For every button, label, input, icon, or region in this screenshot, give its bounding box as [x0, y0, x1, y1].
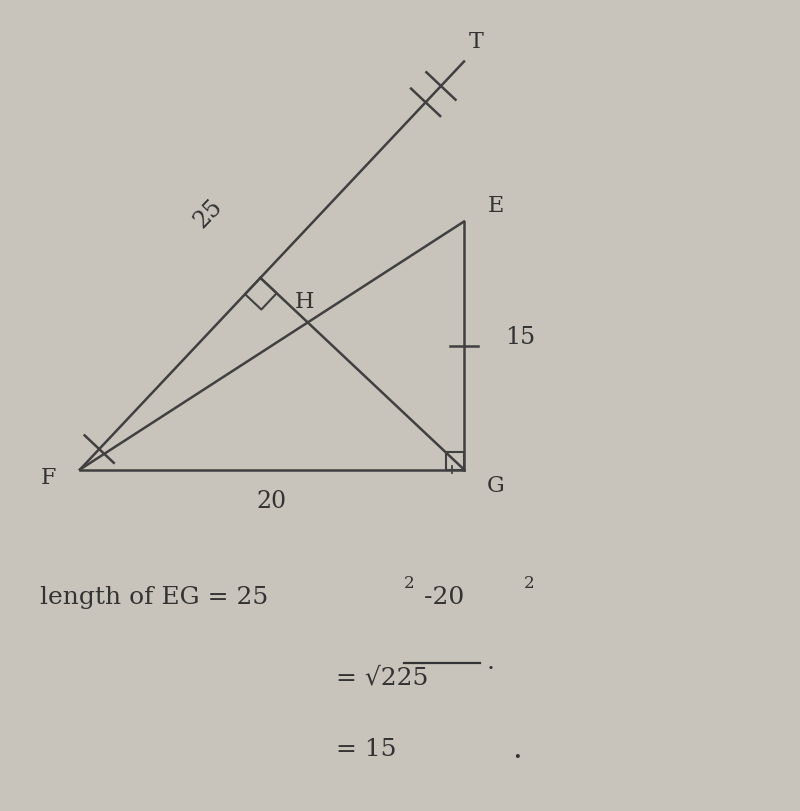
Text: 15: 15: [505, 326, 535, 349]
Text: 25: 25: [190, 195, 226, 232]
Text: = 15: = 15: [336, 738, 397, 761]
Text: ·: ·: [486, 658, 494, 681]
Text: .: .: [512, 734, 522, 765]
Text: length of EG = 25: length of EG = 25: [40, 586, 268, 609]
Text: G: G: [487, 474, 505, 496]
Text: -20: -20: [416, 586, 464, 609]
Text: 2: 2: [524, 575, 534, 591]
Text: F: F: [40, 466, 56, 488]
Text: 20: 20: [257, 490, 287, 513]
Text: E: E: [488, 195, 504, 217]
Text: = √225: = √225: [336, 666, 428, 689]
Text: 2: 2: [404, 575, 414, 591]
Text: T: T: [469, 31, 483, 53]
Text: H: H: [294, 290, 314, 312]
